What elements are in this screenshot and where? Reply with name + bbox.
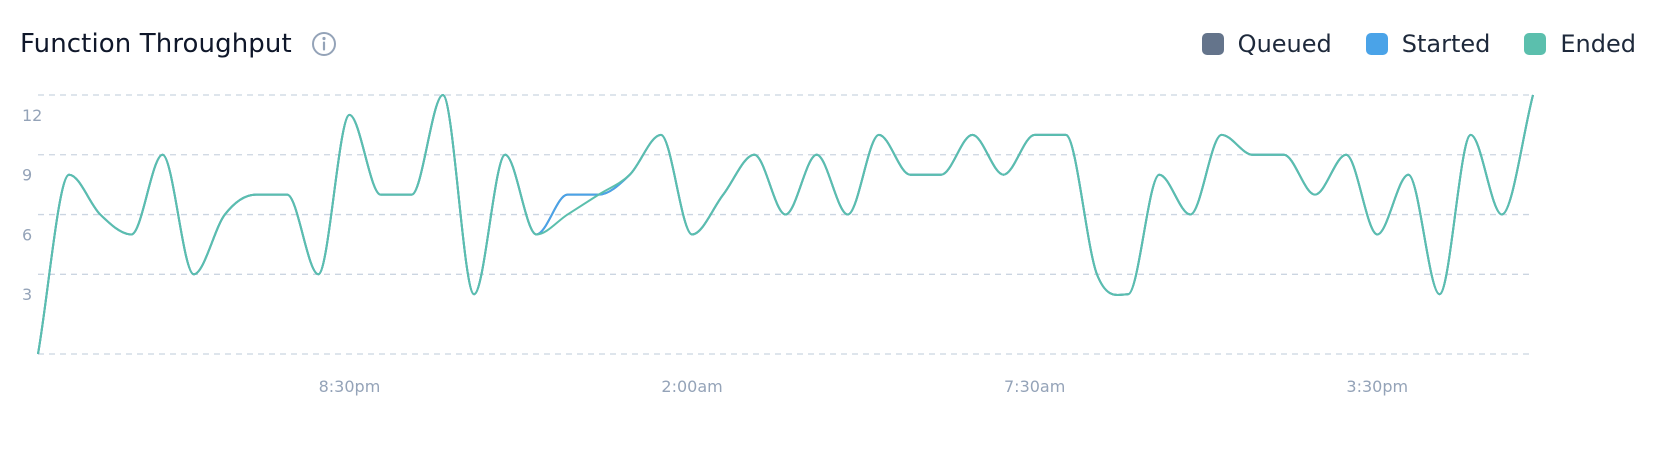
legend-swatch-ended xyxy=(1524,33,1547,55)
y-tick-label: 3 xyxy=(22,285,32,304)
x-tick-label: 3:30pm xyxy=(1346,377,1408,396)
legend-item-started[interactable]: Started xyxy=(1365,30,1491,58)
y-axis-ticks: 3 6 9 12 xyxy=(22,106,42,304)
legend-label-ended: Ended xyxy=(1560,30,1636,58)
chart-title: Function Throughput xyxy=(20,29,292,59)
x-tick-label: 8:30pm xyxy=(319,377,381,396)
chart-grid xyxy=(38,94,1533,355)
legend-label-started: Started xyxy=(1401,30,1491,58)
y-tick-label: 9 xyxy=(22,166,32,185)
y-tick-label: 12 xyxy=(22,106,42,125)
legend-item-ended[interactable]: Ended xyxy=(1524,30,1636,58)
legend-swatch-queued xyxy=(1201,33,1224,55)
info-icon[interactable] xyxy=(310,30,338,58)
y-tick-label: 6 xyxy=(22,225,32,244)
legend-label-queued: Queued xyxy=(1237,30,1332,58)
chart-header: Function Throughput xyxy=(20,22,338,66)
series-line-queued[interactable] xyxy=(37,94,1534,355)
chart-legend: Queued Started Ended xyxy=(1201,22,1636,66)
series-lines xyxy=(37,94,1534,355)
x-tick-label: 2:00am xyxy=(661,377,722,396)
legend-item-queued[interactable]: Queued xyxy=(1201,30,1332,58)
series-line-started[interactable] xyxy=(37,94,1534,355)
series-line-ended[interactable] xyxy=(37,94,1534,355)
x-axis-ticks: 8:30pm 2:00am 7:30am 3:30pm xyxy=(319,377,1408,396)
x-tick-label: 7:30am xyxy=(1004,377,1065,396)
legend-swatch-started xyxy=(1365,33,1388,55)
